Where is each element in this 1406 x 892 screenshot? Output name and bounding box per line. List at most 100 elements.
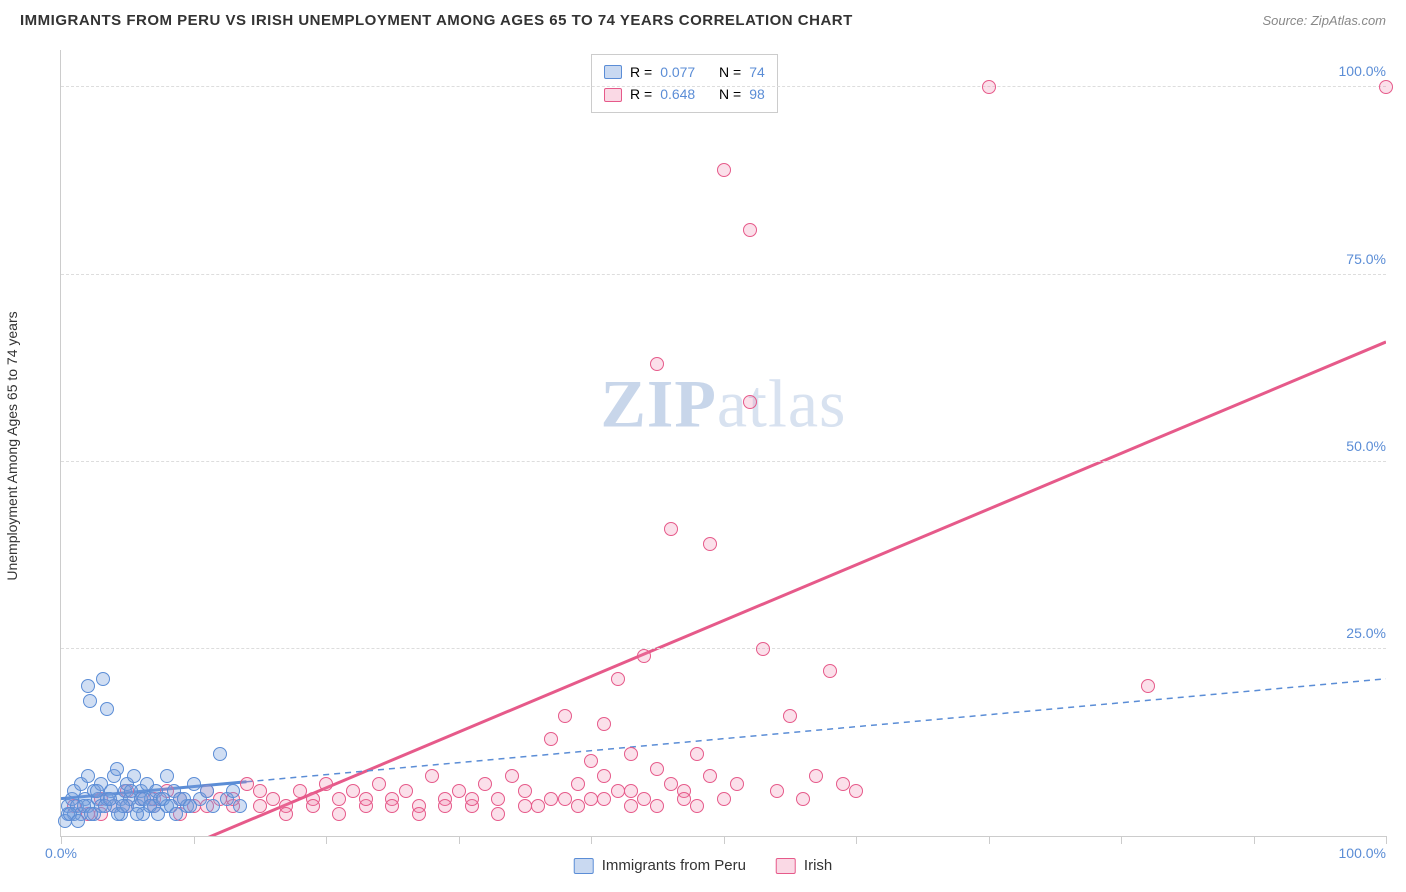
data-point-pink <box>306 799 320 813</box>
data-point-pink <box>597 717 611 731</box>
data-point-pink <box>1141 679 1155 693</box>
data-point-pink <box>796 792 810 806</box>
data-point-pink <box>717 792 731 806</box>
data-point-pink <box>571 799 585 813</box>
data-point-blue <box>103 792 117 806</box>
y-axis-label: Unemployment Among Ages 65 to 74 years <box>4 311 20 580</box>
r-value-blue: 0.077 <box>660 61 695 83</box>
n-label: N = <box>719 61 741 83</box>
data-point-pink <box>438 799 452 813</box>
data-point-pink <box>611 672 625 686</box>
data-point-pink <box>584 754 598 768</box>
data-point-pink <box>743 395 757 409</box>
data-point-pink <box>664 522 678 536</box>
gridline <box>61 86 1386 87</box>
data-point-pink <box>664 777 678 791</box>
data-point-pink <box>240 777 254 791</box>
data-point-pink <box>650 357 664 371</box>
y-tick-label: 50.0% <box>1342 438 1390 454</box>
series-legend: Immigrants from Peru Irish <box>574 857 833 874</box>
r-label: R = <box>630 61 652 83</box>
x-tick <box>1254 836 1255 844</box>
x-tick <box>1121 836 1122 844</box>
data-point-blue <box>187 777 201 791</box>
legend-item-blue: Immigrants from Peru <box>574 857 746 874</box>
swatch-blue-icon <box>604 65 622 79</box>
data-point-pink <box>319 777 333 791</box>
data-point-blue <box>233 799 247 813</box>
data-point-blue <box>71 814 85 828</box>
data-point-pink <box>558 792 572 806</box>
chart-area: ZIPatlas R = 0.077 N = 74 R = 0.648 N = … <box>60 50 1386 837</box>
data-point-pink <box>253 784 267 798</box>
x-min-label: 0.0% <box>45 845 77 861</box>
data-point-blue <box>84 807 98 821</box>
data-point-pink <box>544 792 558 806</box>
data-point-pink <box>359 792 373 806</box>
data-point-pink <box>624 799 638 813</box>
data-point-blue <box>130 807 144 821</box>
data-point-blue <box>169 807 183 821</box>
data-point-blue <box>160 769 174 783</box>
data-point-pink <box>743 223 757 237</box>
source-attribution: Source: ZipAtlas.com <box>1262 13 1386 28</box>
gridline <box>61 461 1386 462</box>
data-point-pink <box>491 792 505 806</box>
trend-line <box>247 679 1387 782</box>
data-point-pink <box>637 792 651 806</box>
legend-label-blue: Immigrants from Peru <box>602 857 746 874</box>
data-point-pink <box>399 784 413 798</box>
data-point-pink <box>703 537 717 551</box>
chart-title: IMMIGRANTS FROM PERU VS IRISH UNEMPLOYME… <box>20 12 853 29</box>
data-point-pink <box>412 807 426 821</box>
data-point-pink <box>690 747 704 761</box>
data-point-blue <box>90 784 104 798</box>
x-tick <box>989 836 990 844</box>
data-point-pink <box>783 709 797 723</box>
title-bar: IMMIGRANTS FROM PERU VS IRISH UNEMPLOYME… <box>0 0 1406 37</box>
data-point-blue <box>96 672 110 686</box>
legend-row-blue: R = 0.077 N = 74 <box>604 61 765 83</box>
data-point-pink <box>346 784 360 798</box>
legend-item-pink: Irish <box>776 857 832 874</box>
watermark: ZIPatlas <box>601 364 847 443</box>
data-point-pink <box>849 784 863 798</box>
data-point-pink <box>836 777 850 791</box>
data-point-pink <box>703 769 717 783</box>
data-point-pink <box>717 163 731 177</box>
data-point-pink <box>677 792 691 806</box>
watermark-zip: ZIP <box>601 365 717 441</box>
data-point-blue <box>83 694 97 708</box>
data-point-pink <box>823 664 837 678</box>
x-tick <box>724 836 725 844</box>
data-point-pink <box>584 792 598 806</box>
n-value-blue: 74 <box>749 61 765 83</box>
trend-line <box>141 342 1387 836</box>
plot-region: ZIPatlas R = 0.077 N = 74 R = 0.648 N = … <box>60 50 1386 837</box>
correlation-legend: R = 0.077 N = 74 R = 0.648 N = 98 <box>591 54 778 113</box>
data-point-blue <box>200 784 214 798</box>
data-point-pink <box>491 807 505 821</box>
data-point-blue <box>124 784 138 798</box>
data-point-pink <box>425 769 439 783</box>
data-point-pink <box>452 784 466 798</box>
y-tick-label: 25.0% <box>1342 625 1390 641</box>
x-tick <box>591 836 592 844</box>
data-point-pink <box>730 777 744 791</box>
gridline <box>61 648 1386 649</box>
data-point-blue <box>213 747 227 761</box>
swatch-pink-icon <box>604 88 622 102</box>
x-tick <box>61 836 62 844</box>
data-point-pink <box>372 777 386 791</box>
data-point-pink <box>531 799 545 813</box>
y-tick-label: 75.0% <box>1342 251 1390 267</box>
data-point-blue <box>81 679 95 693</box>
data-point-pink <box>597 769 611 783</box>
data-point-pink <box>332 807 346 821</box>
data-point-pink <box>770 784 784 798</box>
data-point-pink <box>650 799 664 813</box>
data-point-pink <box>518 784 532 798</box>
data-point-blue <box>110 762 124 776</box>
y-tick-label: 100.0% <box>1335 63 1390 79</box>
watermark-atlas: atlas <box>717 365 847 441</box>
